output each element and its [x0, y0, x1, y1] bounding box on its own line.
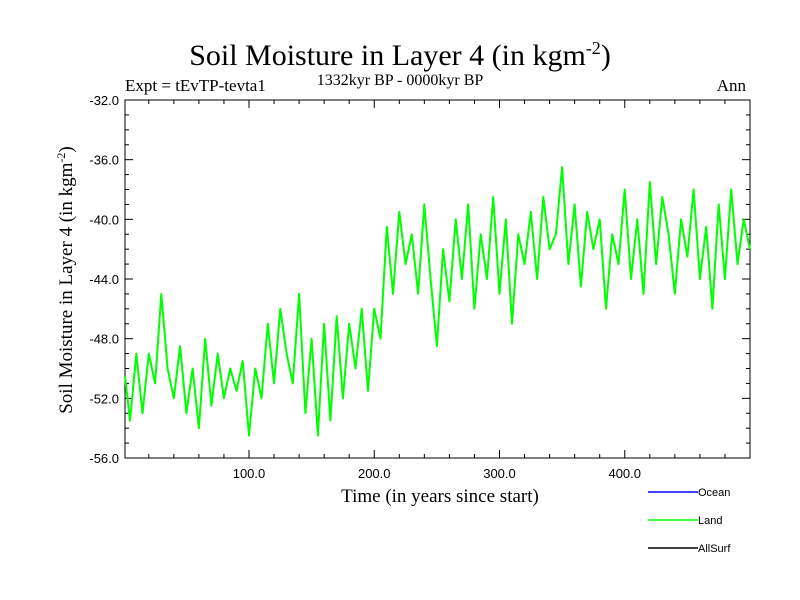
legend-label-land: Land [698, 515, 722, 527]
legend-label-allsurf: AllSurf [698, 543, 731, 555]
y-tick-label: -36.0 [89, 153, 119, 168]
chart-subtitle: 1332kyr BP - 0000kyr BP [316, 72, 484, 89]
chart-title: Soil Moisture in Layer 4 (in kgm-2) [189, 38, 611, 72]
series-line-land [124, 166, 751, 437]
x-axis-label: Time (in years since start) [341, 486, 539, 507]
legend-label-ocean: Ocean [698, 487, 730, 499]
experiment-label: Expt = tEvTP-tevta1 [125, 76, 266, 95]
x-tick-label: 100.0 [233, 466, 266, 481]
y-tick-label: -52.0 [89, 391, 119, 406]
y-tick-label: -32.0 [89, 93, 119, 108]
x-tick-label: 400.0 [608, 466, 641, 481]
period-label: Ann [716, 76, 746, 95]
x-tick-label: 200.0 [358, 466, 391, 481]
y-tick-label: -48.0 [89, 332, 119, 347]
y-tick-label: -40.0 [89, 212, 119, 227]
y-tick-label: -44.0 [89, 272, 119, 287]
y-tick-label: -56.0 [89, 451, 119, 466]
x-tick-label: 300.0 [483, 466, 516, 481]
plot-frame [124, 99, 751, 459]
